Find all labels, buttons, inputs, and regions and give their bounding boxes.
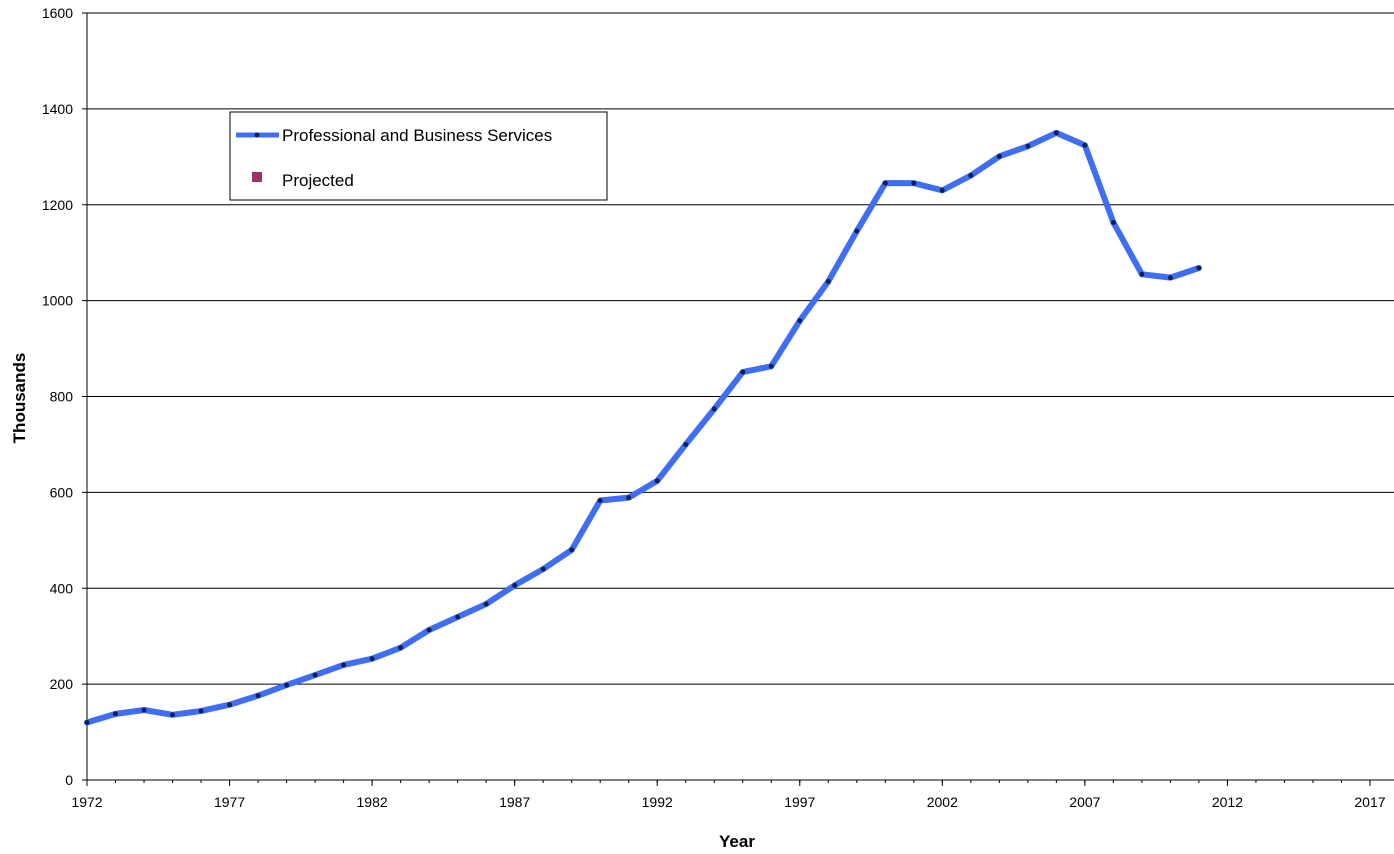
- x-tick-label: 1987: [499, 794, 530, 810]
- y-tick-label: 600: [50, 484, 74, 500]
- data-point: [1110, 219, 1116, 225]
- x-tick-label: 1977: [214, 794, 245, 810]
- gridlines: [87, 12, 1394, 685]
- y-tick-label: 800: [50, 389, 74, 405]
- data-point: [1196, 265, 1202, 271]
- x-tick-label: 2002: [927, 794, 958, 810]
- series-line-professional-business-services: [84, 129, 1202, 726]
- data-point: [512, 582, 518, 588]
- y-tick-label: 1400: [42, 101, 73, 117]
- data-point: [113, 711, 119, 717]
- x-tick-label: 1992: [642, 794, 673, 810]
- data-point: [198, 708, 204, 714]
- x-axis-title: Year: [719, 832, 755, 851]
- x-tick-label: 2012: [1212, 794, 1243, 810]
- data-point: [882, 180, 888, 186]
- x-tick-label: 2017: [1354, 794, 1385, 810]
- legend-label-series: Professional and Business Services: [282, 126, 552, 145]
- data-point: [1082, 142, 1088, 148]
- data-point: [426, 627, 432, 633]
- data-point: [996, 153, 1002, 159]
- data-point: [284, 682, 290, 688]
- data-point: [1139, 271, 1145, 277]
- data-point: [398, 645, 404, 651]
- y-tick-label: 200: [50, 676, 74, 692]
- data-point: [170, 712, 176, 718]
- data-point: [854, 228, 860, 234]
- data-point: [255, 693, 261, 699]
- legend-box: [229, 111, 608, 201]
- data-markers: [84, 130, 1202, 725]
- data-point: [654, 478, 660, 484]
- y-tick-label: 0: [65, 772, 73, 788]
- series-lines: [84, 129, 1202, 726]
- data-point: [483, 601, 489, 607]
- y-tick-label: 1200: [42, 197, 73, 213]
- data-point: [968, 173, 974, 179]
- x-tick-label: 1997: [784, 794, 815, 810]
- data-point: [369, 656, 375, 662]
- data-point: [911, 180, 917, 186]
- data-point: [939, 187, 945, 193]
- data-point: [312, 672, 318, 678]
- axes: 0 200 400 600 800 1000 1200 1400 1600 1972 1977 198…: [42, 5, 1394, 810]
- data-point: [1167, 275, 1173, 281]
- y-axis-title: Thousands: [10, 353, 29, 444]
- y-tick-label: 1600: [42, 5, 73, 21]
- data-point: [141, 707, 147, 713]
- data-point: [797, 318, 803, 324]
- data-point: [711, 406, 717, 412]
- data-point: [597, 498, 603, 504]
- data-point: [227, 702, 233, 708]
- legend-square-swatch: [252, 172, 262, 182]
- data-point: [1053, 130, 1059, 136]
- legend: Professional and Business Services Proje…: [229, 111, 608, 201]
- data-point: [740, 369, 746, 375]
- data-point: [540, 566, 546, 572]
- x-tick-label: 1972: [71, 794, 102, 810]
- data-point: [1025, 143, 1031, 149]
- y-tick-label: 400: [50, 580, 74, 596]
- data-point: [455, 614, 461, 620]
- data-point: [768, 363, 774, 369]
- x-tick-label: 1982: [357, 794, 388, 810]
- data-point: [825, 278, 831, 284]
- legend-line-marker: [254, 132, 260, 138]
- data-point: [341, 662, 347, 668]
- data-point: [626, 495, 632, 501]
- legend-label-projected: Projected: [282, 171, 354, 190]
- data-point: [84, 719, 90, 725]
- x-tick-label: 2007: [1069, 794, 1100, 810]
- data-point: [683, 441, 689, 447]
- y-tick-label: 1000: [42, 293, 73, 309]
- data-point: [569, 547, 575, 553]
